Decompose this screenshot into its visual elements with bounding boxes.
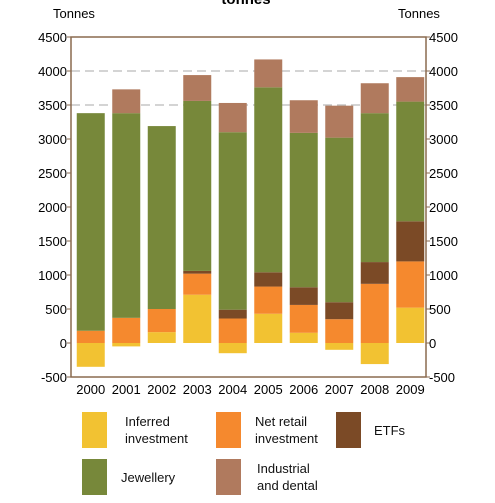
y-tick-label-left: 2000 bbox=[38, 200, 67, 215]
y-axis-label-right: Tonnes bbox=[398, 6, 440, 21]
bar-jewellery-2000 bbox=[76, 113, 105, 331]
bar-jewellery-2001 bbox=[112, 113, 141, 318]
bar-inferred-investment-2001 bbox=[112, 343, 141, 347]
bar-etfs-2008 bbox=[360, 262, 389, 284]
bar-etfs-2006 bbox=[289, 287, 318, 305]
legend: Inferred investment Net retail investmen… bbox=[0, 400, 495, 503]
bar-jewellery-2006 bbox=[289, 132, 318, 288]
bar-industrial-and-dental-2001 bbox=[112, 89, 141, 114]
legend-swatch-jewellery bbox=[82, 459, 107, 495]
bar-industrial-and-dental-2007 bbox=[325, 105, 354, 138]
bar-inferred-investment-2008 bbox=[360, 343, 389, 365]
y-tick-label-right: 0 bbox=[429, 336, 436, 351]
legend-label: Jewellery bbox=[121, 469, 176, 485]
bar-net-retail-investment-2000 bbox=[76, 330, 105, 343]
y-tick-label-right: 1500 bbox=[429, 234, 458, 249]
bar-industrial-and-dental-2005 bbox=[254, 59, 283, 88]
bar-inferred-investment-2003 bbox=[183, 294, 212, 343]
legend-item-etfs: ETFs bbox=[336, 412, 405, 448]
legend-swatch-net-retail-investment bbox=[216, 412, 241, 448]
x-tick-label: 2001 bbox=[112, 382, 141, 397]
y-tick-label-right: 4500 bbox=[429, 30, 458, 45]
bar-jewellery-2009 bbox=[396, 101, 425, 222]
bar-industrial-and-dental-2009 bbox=[396, 77, 425, 102]
bar-inferred-investment-2004 bbox=[218, 343, 247, 354]
bar-industrial-and-dental-2004 bbox=[218, 102, 247, 133]
bar-inferred-investment-2009 bbox=[396, 307, 425, 343]
bar-etfs-2004 bbox=[218, 309, 247, 319]
y-tick-label-left: 0 bbox=[60, 336, 67, 351]
legend-item-net-retail-investment: Net retail investment bbox=[216, 412, 318, 448]
y-tick-label-right: 2500 bbox=[429, 166, 458, 181]
bar-net-retail-investment-2009 bbox=[396, 261, 425, 308]
y-tick-label-right: -500 bbox=[429, 370, 455, 385]
legend-label: ETFs bbox=[374, 422, 406, 438]
x-tick-label: 2005 bbox=[254, 382, 283, 397]
bar-net-retail-investment-2007 bbox=[325, 319, 354, 343]
bar-etfs-2003 bbox=[183, 270, 212, 274]
y-tick-label-right: 2000 bbox=[429, 200, 458, 215]
bar-jewellery-2008 bbox=[360, 113, 389, 263]
bar-inferred-investment-2007 bbox=[325, 343, 354, 350]
chart-title: tonnes bbox=[221, 0, 270, 8]
bar-jewellery-2002 bbox=[147, 126, 176, 309]
stacked-bar-chart: tonnes Tonnes Tonnes -500 -500 0 0 500 500 100… bbox=[38, 0, 458, 397]
legend-item-inferred-investment: Inferred investment bbox=[82, 412, 188, 448]
bar-industrial-and-dental-2006 bbox=[289, 100, 318, 133]
bar-jewellery-2005 bbox=[254, 87, 283, 273]
bar-jewellery-2007 bbox=[325, 137, 354, 303]
bar-etfs-2007 bbox=[325, 302, 354, 320]
y-tick-label-left: 3500 bbox=[38, 98, 67, 113]
y-tick-label-left: 2500 bbox=[38, 166, 67, 181]
bar-net-retail-investment-2002 bbox=[147, 309, 176, 333]
legend-item-jewellery: Jewellery bbox=[82, 459, 175, 495]
legend-label: Net retail investment bbox=[255, 414, 318, 446]
bar-jewellery-2003 bbox=[183, 100, 212, 271]
bar-net-retail-investment-2003 bbox=[183, 273, 212, 295]
y-tick-label-right: 3000 bbox=[429, 132, 458, 147]
x-tick-label: 2007 bbox=[325, 382, 354, 397]
x-tick-label: 2002 bbox=[147, 382, 176, 397]
y-tick-label-left: 1500 bbox=[38, 234, 67, 249]
x-tick-label: 2006 bbox=[289, 382, 318, 397]
legend-label: Industrial and dental bbox=[257, 461, 318, 493]
bar-etfs-2005 bbox=[254, 272, 283, 287]
bar-net-retail-investment-2004 bbox=[218, 318, 247, 343]
y-tick-label-right: 500 bbox=[429, 302, 451, 317]
legend-swatch-industrial-and-dental bbox=[216, 459, 241, 495]
bar-net-retail-investment-2006 bbox=[289, 304, 318, 333]
x-tick-label: 2009 bbox=[396, 382, 425, 397]
y-axis-label-left: Tonnes bbox=[53, 6, 95, 21]
bar-net-retail-investment-2005 bbox=[254, 286, 283, 314]
legend-swatch-etfs bbox=[336, 412, 361, 448]
legend-item-industrial-and-dental: Industrial and dental bbox=[216, 459, 318, 495]
bar-industrial-and-dental-2003 bbox=[183, 75, 212, 101]
bar-net-retail-investment-2001 bbox=[112, 317, 141, 343]
y-tick-label-left: 3000 bbox=[38, 132, 67, 147]
bar-inferred-investment-2002 bbox=[147, 332, 176, 343]
bar-jewellery-2004 bbox=[218, 132, 247, 310]
bar-inferred-investment-2000 bbox=[76, 343, 105, 367]
x-tick-label: 2003 bbox=[183, 382, 212, 397]
x-tick-label: 2008 bbox=[360, 382, 389, 397]
bar-inferred-investment-2006 bbox=[289, 332, 318, 343]
y-tick-label-left: 4500 bbox=[38, 30, 67, 45]
bar-inferred-investment-2005 bbox=[254, 313, 283, 343]
x-tick-label: 2000 bbox=[76, 382, 105, 397]
y-tick-label-right: 1000 bbox=[429, 268, 458, 283]
y-tick-label-right: 4000 bbox=[429, 64, 458, 79]
legend-swatch-inferred-investment bbox=[82, 412, 107, 448]
y-tick-label-right: 3500 bbox=[429, 98, 458, 113]
bar-industrial-and-dental-2008 bbox=[360, 83, 389, 114]
bar-etfs-2009 bbox=[396, 221, 425, 262]
y-tick-label-left: 4000 bbox=[38, 64, 67, 79]
y-tick-label-left: -500 bbox=[41, 370, 67, 385]
legend-label: Inferred investment bbox=[125, 414, 188, 446]
y-tick-label-left: 1000 bbox=[38, 268, 67, 283]
bar-net-retail-investment-2008 bbox=[360, 283, 389, 343]
y-tick-label-left: 500 bbox=[45, 302, 67, 317]
x-tick-label: 2004 bbox=[218, 382, 247, 397]
